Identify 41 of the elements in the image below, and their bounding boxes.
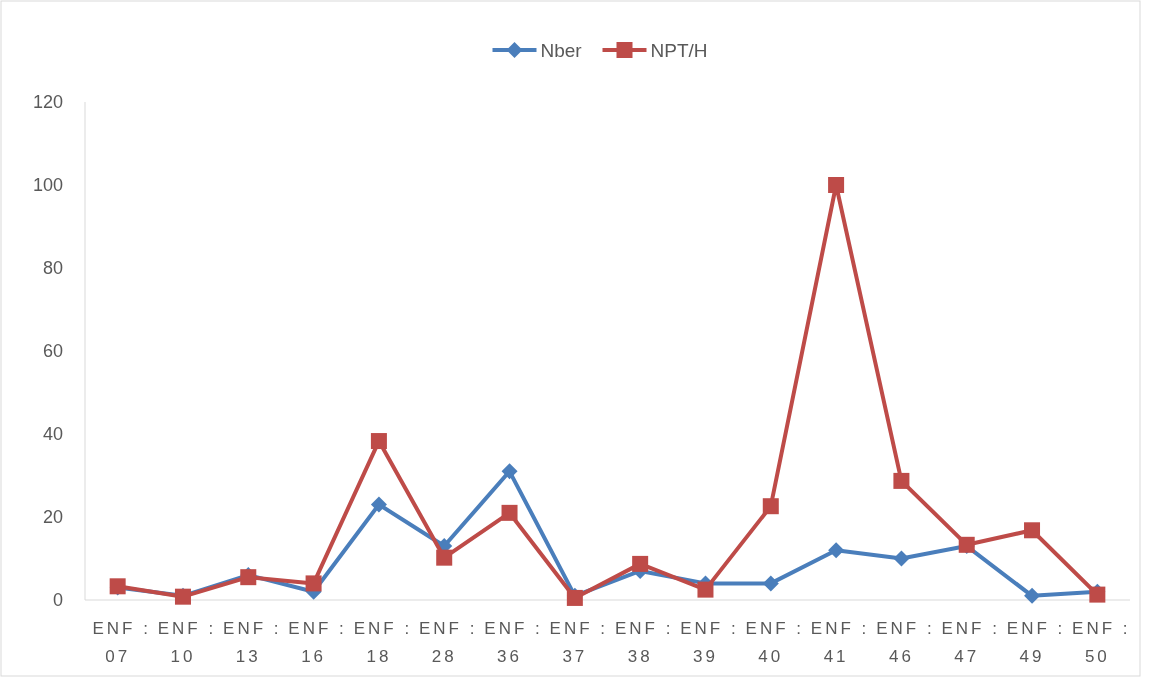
- x-tick-label: ENF : 50: [1072, 619, 1131, 666]
- x-tick-label: ENF : 16: [288, 619, 347, 666]
- y-tick-label: 60: [42, 341, 63, 362]
- x-tick-label: ENF : 07: [92, 619, 151, 666]
- point: [305, 575, 322, 592]
- x-tick-label: ENF : 13: [223, 619, 282, 666]
- x-tick-label: ENF : 40: [745, 619, 805, 666]
- legend-label: Nber: [540, 39, 583, 61]
- y-tick-label: 40: [42, 424, 63, 445]
- x-tick-label: ENF : 36: [484, 619, 543, 666]
- x-tick-label: ENF : 39: [680, 619, 739, 666]
- y-tick-label: 120: [32, 92, 63, 113]
- x-tick-label: ENF : 38: [614, 619, 674, 666]
- point: [501, 463, 518, 480]
- x-tick-label: ENF : 37: [549, 619, 609, 666]
- x-tick-label: ENF : 28: [418, 619, 478, 666]
- y-tick-label: 100: [32, 175, 63, 196]
- x-tick-label: ENF : 10: [157, 619, 217, 666]
- point: [762, 575, 779, 592]
- point: [370, 496, 387, 513]
- x-tick-label: ENF : 46: [876, 619, 935, 666]
- x-tick-label: ENF : 41: [810, 619, 870, 666]
- point: [893, 472, 910, 489]
- y-tick-label: 20: [42, 507, 63, 528]
- point: [501, 504, 518, 521]
- legend-label: NPT/H: [650, 39, 708, 61]
- point: [762, 498, 779, 515]
- x-tick-label: ENF : 49: [1006, 619, 1066, 666]
- point: [893, 550, 910, 567]
- y-tick-label: 80: [42, 258, 63, 279]
- y-tick-label: 0: [52, 590, 63, 611]
- point: [828, 177, 845, 193]
- point: [1024, 587, 1041, 604]
- point: [632, 555, 649, 572]
- point: [370, 433, 387, 450]
- point: [1024, 522, 1041, 539]
- point: [828, 542, 845, 559]
- point: [436, 549, 453, 566]
- x-tick-label: ENF : 18: [353, 619, 413, 666]
- point: [697, 581, 714, 598]
- x-tick-label: ENF : 47: [941, 619, 1000, 666]
